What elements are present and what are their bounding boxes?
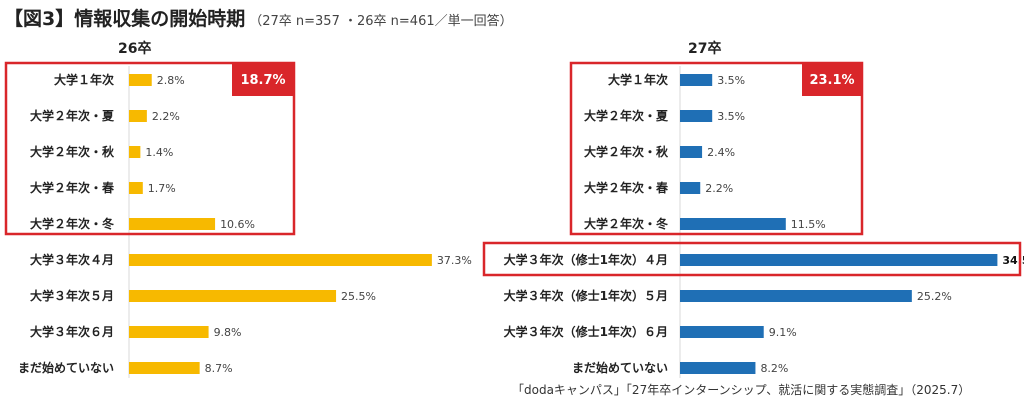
category-label-26-1: 大学２年次・夏 [30, 108, 115, 123]
category-label-26-4: 大学２年次・冬 [30, 216, 114, 231]
bar-27-1 [680, 110, 713, 122]
category-label-27-2: 大学２年次・秋 [584, 144, 669, 159]
highlight-box-27 [569, 61, 864, 236]
category-label-27-8: まだ始めていない [572, 360, 668, 375]
bar-27-5 [680, 254, 998, 266]
figure-title: 【図3】情報収集の開始時期 [4, 8, 246, 30]
bar-27-4 [680, 218, 786, 230]
value-label-26-0: 2.8% [157, 74, 185, 87]
bar-26-5 [129, 254, 432, 266]
value-label-27-4: 11.5% [791, 218, 826, 231]
figure-title-block: 【図3】情報収集の開始時期 （27卒 n=357 ・26卒 n=461／単一回答） [4, 4, 513, 31]
category-label-27-0: 大学１年次 [608, 72, 668, 87]
category-label-27-3: 大学２年次・春 [584, 180, 669, 195]
bar-27-7 [680, 326, 764, 338]
value-label-27-6: 25.2% [917, 290, 952, 303]
value-label-26-6: 25.5% [341, 290, 376, 303]
category-label-27-5: 大学３年次（修士1年次）４月 [504, 252, 668, 267]
value-label-26-1: 2.2% [152, 110, 180, 123]
value-label-27-5: 34.5% [1002, 254, 1024, 267]
category-label-26-2: 大学２年次・秋 [30, 144, 115, 159]
total-badge-label-26: 18.7% [240, 73, 285, 88]
category-label-27-4: 大学２年次・冬 [584, 216, 668, 231]
value-label-27-7: 9.1% [769, 326, 797, 339]
figure-subtitle: （27卒 n=357 ・26卒 n=461／単一回答） [249, 14, 513, 29]
category-label-26-5: 大学３年次４月 [30, 252, 114, 267]
category-label-27-7: 大学３年次（修士1年次）６月 [504, 324, 668, 339]
total-badge-27 [802, 63, 862, 96]
bar-26-4 [129, 218, 216, 230]
highlight-box-26 [4, 61, 296, 236]
bar-26-1 [129, 110, 147, 122]
bar-27-2 [680, 146, 703, 158]
category-label-27-6: 大学３年次（修士1年次）５月 [504, 288, 668, 303]
category-label-26-3: 大学２年次・春 [30, 180, 115, 195]
value-label-27-1: 3.5% [717, 110, 745, 123]
total-badge-26 [232, 63, 294, 96]
bar-27-0 [680, 74, 713, 86]
value-label-26-8: 8.7% [205, 362, 233, 375]
value-label-26-7: 9.8% [214, 326, 242, 339]
chart-title-27: 27卒 [688, 41, 722, 57]
value-label-27-2: 2.4% [707, 146, 735, 159]
value-label-26-3: 1.7% [148, 182, 176, 195]
category-label-26-0: 大学１年次 [54, 72, 114, 87]
category-label-26-6: 大学３年次５月 [30, 288, 114, 303]
total-badge-label-27: 23.1% [809, 73, 854, 88]
bar-26-0 [129, 74, 152, 86]
value-label-26-4: 10.6% [220, 218, 255, 231]
source-note: 「dodaキャンパス」「27年卒インターンシップ、就活に関する実態調査」（202… [512, 383, 971, 397]
category-label-26-7: 大学３年次６月 [30, 324, 114, 339]
bar-26-3 [129, 182, 143, 194]
bar-26-6 [129, 290, 337, 302]
bar-26-8 [129, 362, 200, 374]
bar-27-8 [680, 362, 756, 374]
value-label-26-2: 1.4% [145, 146, 173, 159]
bar-26-2 [129, 146, 141, 158]
highlight-row-box-27 [482, 241, 1022, 277]
value-label-27-8: 8.2% [760, 362, 788, 375]
value-label-27-0: 3.5% [717, 74, 745, 87]
value-label-26-5: 37.3% [437, 254, 472, 267]
chart-title-26: 26卒 [118, 41, 152, 57]
value-label-27-3: 2.2% [705, 182, 733, 195]
bar-27-6 [680, 290, 912, 302]
category-label-27-1: 大学２年次・夏 [584, 108, 669, 123]
category-label-26-8: まだ始めていない [18, 360, 114, 375]
bar-26-7 [129, 326, 209, 338]
bar-27-3 [680, 182, 701, 194]
